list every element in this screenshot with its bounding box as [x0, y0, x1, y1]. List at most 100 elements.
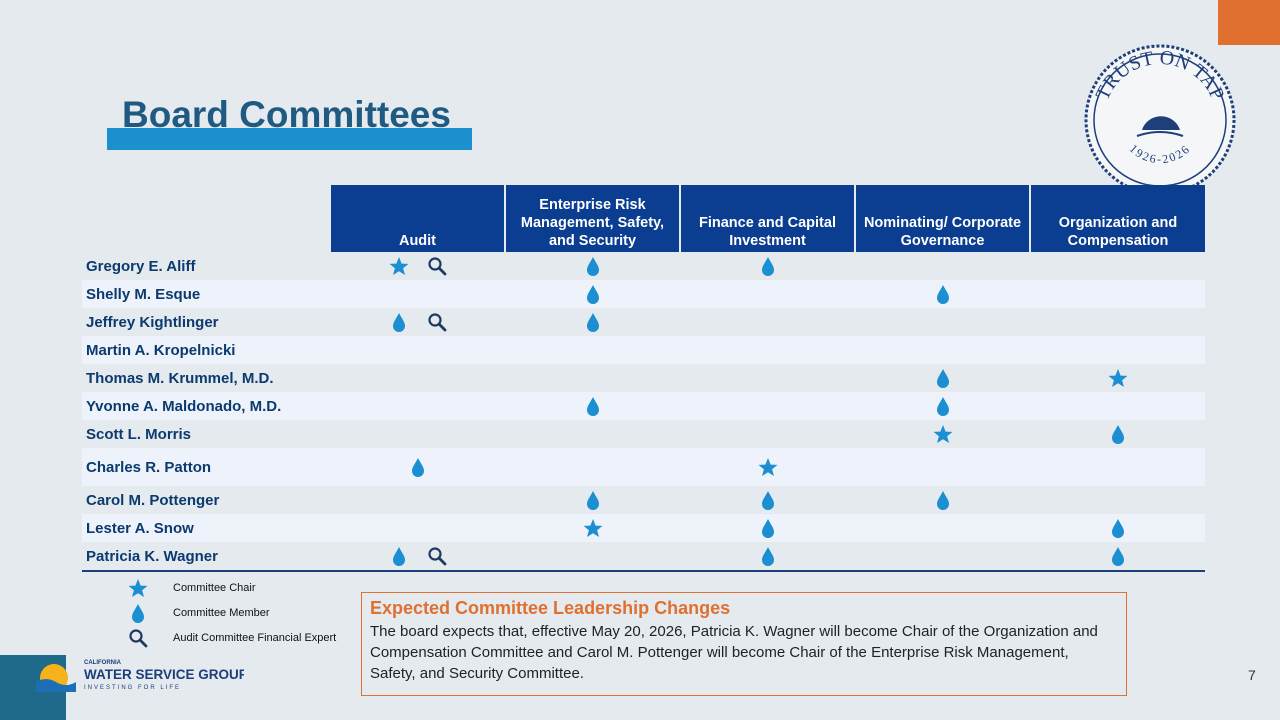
table-row: Jeffrey Kightlinger — [82, 308, 1205, 336]
member-name: Yvonne A. Maldonado, M.D. — [82, 392, 330, 420]
committee-cell — [505, 486, 680, 514]
column-header: Enterprise Risk Management, Safety, and … — [504, 185, 680, 252]
seal: TRUST ON TAP 1926-2026 — [1084, 44, 1236, 196]
committee-cell — [855, 308, 1030, 336]
logo-name: WATER SERVICE GROUP — [84, 667, 244, 682]
committee-table: Audit Enterprise Risk Management, Safety,… — [82, 185, 1205, 572]
committee-cell — [1030, 252, 1205, 280]
logo-top: CALIFORNIA — [84, 660, 122, 666]
committee-cell — [855, 252, 1030, 280]
committee-cell — [330, 364, 505, 392]
member-name: Scott L. Morris — [86, 425, 192, 443]
member-icon — [936, 285, 949, 304]
chair-icon — [1108, 369, 1127, 387]
committee-cell — [505, 448, 680, 486]
member-icon — [761, 491, 774, 510]
member-icon — [586, 257, 599, 276]
title: Board Committees — [122, 94, 451, 135]
column-header: Finance and Capital Investment — [679, 185, 855, 252]
member-icon — [392, 547, 405, 566]
committee-cell — [855, 486, 1030, 514]
committee-cell — [330, 542, 505, 571]
chair-icon — [758, 458, 777, 476]
legend-item: Audit Committee Financial Expert — [118, 628, 336, 648]
member-icon — [936, 397, 949, 416]
table-row: Lester A. Snow — [82, 514, 1205, 542]
committee-cell — [330, 420, 505, 448]
chair-icon — [128, 579, 148, 597]
table-row: Gregory E. Aliff — [82, 252, 1205, 280]
committee-cell — [680, 252, 855, 280]
committee-cell — [505, 514, 680, 542]
member-name: Lester A. Snow — [82, 514, 330, 542]
committee-cell — [330, 280, 505, 308]
member-name: Patricia K. Wagner — [86, 547, 218, 565]
committee-cell — [505, 308, 680, 336]
member-name: Carol M. Pottenger — [86, 491, 220, 509]
committee-cell — [505, 542, 680, 571]
column-header: Nominating/ Corporate Governance — [854, 185, 1030, 252]
member-icon — [586, 397, 599, 416]
committee-cell — [330, 486, 505, 514]
committee-cell — [505, 280, 680, 308]
committee-cell — [680, 514, 855, 542]
committee-cell — [680, 420, 855, 448]
committee-cell — [1030, 280, 1205, 308]
table-row: Scott L. Morris — [82, 420, 1205, 448]
expert-icon — [129, 629, 148, 648]
committee-cell — [1030, 336, 1205, 364]
committee-cell — [330, 514, 505, 542]
committee-cell — [1030, 448, 1205, 486]
legend-item: Committee Member — [118, 603, 270, 623]
legend-label: Committee Chair — [173, 582, 256, 594]
callout: Expected Committee Leadership Changes Th… — [361, 592, 1127, 696]
member-icon — [761, 257, 774, 276]
member-icon — [1111, 425, 1124, 444]
committee-cell — [1030, 420, 1205, 448]
table-row: Martin A. Kropelnicki — [82, 336, 1205, 364]
legend-item: Committee Chair — [118, 578, 256, 598]
chair-icon — [389, 257, 408, 275]
committee-cell — [680, 448, 855, 486]
table-row: Shelly M. Esque — [82, 280, 1205, 308]
committee-cell — [680, 392, 855, 420]
company-logo: CALIFORNIA WATER SERVICE GROUP INVESTING… — [36, 660, 244, 692]
logo-slogan: INVESTING FOR LIFE — [84, 685, 181, 691]
committee-cell — [855, 392, 1030, 420]
member-icon — [411, 458, 424, 477]
member-name: Shelly M. Esque — [82, 280, 330, 308]
expert-icon — [427, 547, 446, 566]
member-name: Martin A. Kropelnicki — [82, 336, 330, 364]
chair-icon — [583, 519, 602, 537]
committee-cell — [505, 336, 680, 364]
committee-cell — [680, 336, 855, 364]
committee-cell — [680, 280, 855, 308]
committee-cell — [330, 308, 505, 336]
committee-cell — [1030, 542, 1205, 571]
column-header: Audit — [329, 185, 505, 252]
table-row: Patricia K. Wagner — [82, 542, 1205, 571]
committee-cell — [1030, 486, 1205, 514]
committee-cell — [330, 336, 505, 364]
member-icon — [936, 369, 949, 388]
member-icon — [1111, 519, 1124, 538]
member-icon — [936, 491, 949, 510]
committee-cell — [505, 364, 680, 392]
member-icon — [586, 313, 599, 332]
committee-cell — [855, 280, 1030, 308]
committee-cell — [855, 420, 1030, 448]
member-name: Charles R. Patton — [82, 448, 330, 486]
member-icon — [132, 604, 144, 623]
committee-cell — [680, 542, 855, 571]
table-row: Carol M. Pottenger — [82, 486, 1205, 514]
corner-accent — [1218, 0, 1280, 45]
committee-cell — [680, 364, 855, 392]
legend-label: Committee Member — [173, 607, 270, 619]
member-icon — [1111, 547, 1124, 566]
committee-cell — [505, 252, 680, 280]
defs — [0, 0, 1, 1]
header-row: Audit Enterprise Risk Management, Safety,… — [82, 185, 1205, 252]
table-row: Yvonne A. Maldonado, M.D. — [82, 392, 1205, 420]
member-icon — [586, 491, 599, 510]
